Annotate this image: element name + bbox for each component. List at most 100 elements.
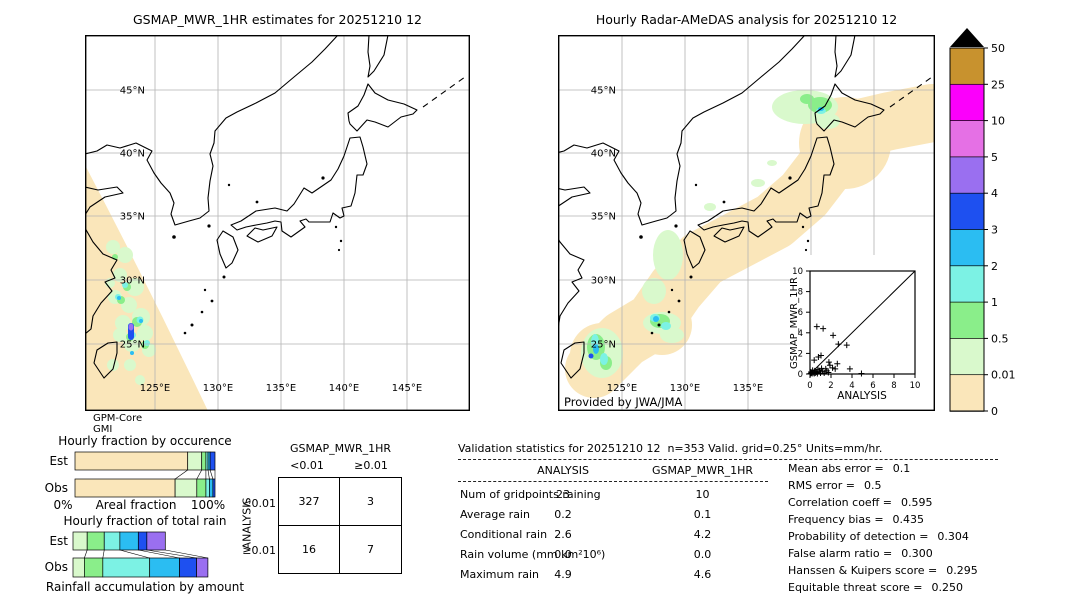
svg-text:40°N: 40°N <box>120 149 145 160</box>
svg-text:6: 6 <box>870 381 875 391</box>
svg-text:25°N: 25°N <box>120 340 145 351</box>
inset-axis-ticks: 00 2 2 4 4 6 6 8 8 10 10 <box>792 267 920 391</box>
svg-text:5: 5 <box>991 151 998 164</box>
svg-text:135°E: 135°E <box>266 383 296 394</box>
contingency-row-label-ge: ≥0.01 <box>242 544 276 557</box>
satellite-swath <box>85 165 208 411</box>
svg-text:45°N: 45°N <box>591 86 616 97</box>
svg-text:6: 6 <box>798 308 803 318</box>
svg-text:2: 2 <box>991 260 998 273</box>
svg-text:3: 3 <box>991 224 998 237</box>
cell-miss: 16 <box>279 525 340 573</box>
one-to-one-line <box>809 270 916 375</box>
svg-text:130°E: 130°E <box>670 383 700 394</box>
metric-hanssen-kuipers: Hanssen & Kuipers score = 0.295 <box>788 564 978 577</box>
svg-text:135°E: 135°E <box>733 383 763 394</box>
rain-rate-colorbar: 50 25 10 5 4 3 2 1 0.5 0.01 0 <box>949 28 1016 418</box>
svg-text:45°N: 45°N <box>120 86 145 97</box>
map-border <box>85 35 470 411</box>
right-map-radar-amedas: 45°N 40°N 35°N 30°N 25°N 125°E 130°E 135… <box>558 35 935 411</box>
right-map-title: Hourly Radar-AMeDAS analysis for 2025121… <box>595 12 898 27</box>
contingency-col-group: GSMAP_MWR_1HR <box>289 442 392 455</box>
svg-text:0: 0 <box>798 370 803 380</box>
contingency-grid: 327 3 16 7 <box>278 477 402 574</box>
metric-correlation: Correlation coeff = 0.595 <box>788 496 933 509</box>
satellite-source-label: GPM-Core GMI <box>93 413 143 435</box>
axis-areal-fraction: Areal fraction <box>95 498 177 512</box>
axis-0pct: 0% <box>53 498 73 512</box>
left-map-gsmap-estimates: 45°N 40°N 35°N 30°N 25°N 125°E 130°E 135… <box>85 35 470 411</box>
svg-text:10: 10 <box>991 115 1005 128</box>
svg-text:4: 4 <box>798 329 803 339</box>
totalrain-xlabel: Rainfall accumulation by amount <box>45 580 245 594</box>
contingency-col-label-ge: ≥0.01 <box>354 459 388 472</box>
totalrain-bars: Est Obs <box>45 531 209 578</box>
lon-labels: 125°E 130°E 135°E <box>607 383 763 394</box>
inset-xlabel: ANALYSIS <box>837 390 887 402</box>
svg-text:125°E: 125°E <box>140 383 170 394</box>
stats-header: Validation statistics for 20251210 12 n=… <box>458 442 883 455</box>
divider <box>458 459 998 460</box>
lon-labels: 125°E 130°E 135°E 140°E 145°E <box>140 383 422 394</box>
svg-text:8: 8 <box>798 288 803 298</box>
occurrence-bars: Est Obs <box>45 451 216 498</box>
svg-text:130°E: 130°E <box>203 383 233 394</box>
totalrain-title: Hourly fraction of total rain <box>63 514 227 528</box>
svg-text:35°N: 35°N <box>591 212 616 223</box>
left-map-title: GSMAP_MWR_1HR estimates for 20251210 12 <box>133 12 422 27</box>
col-header-analysis: ANALYSIS <box>537 464 589 477</box>
col-header-gsmap: GSMAP_MWR_1HR <box>651 464 754 477</box>
metric-far: False alarm ratio = 0.300 <box>788 547 933 560</box>
lat-labels: 45°N 40°N 35°N 30°N 25°N <box>120 86 145 351</box>
svg-text:2: 2 <box>828 381 833 391</box>
validation-statistics: Validation statistics for 20251210 12 n=… <box>458 442 1020 602</box>
svg-text:140°E: 140°E <box>329 383 359 394</box>
svg-text:40°N: 40°N <box>591 149 616 160</box>
svg-text:50: 50 <box>991 42 1005 55</box>
cell-hits: 7 <box>367 542 374 556</box>
contingency-row-label-lt: <0.01 <box>242 497 276 510</box>
svg-text:4: 4 <box>849 381 854 391</box>
inset-ylabel: GSMAP_MWR_1HR <box>789 277 800 369</box>
credit-label: Provided by JWA/JMA <box>564 395 683 409</box>
coastline <box>85 35 466 379</box>
svg-text:8: 8 <box>891 381 896 391</box>
svg-text:10: 10 <box>910 381 921 391</box>
svg-text:0: 0 <box>807 381 812 391</box>
cell-false-alarm: 3 <box>340 478 401 526</box>
svg-text:4: 4 <box>991 187 998 200</box>
svg-text:145°E: 145°E <box>392 383 422 394</box>
svg-text:0: 0 <box>991 405 998 418</box>
svg-text:10: 10 <box>792 267 803 277</box>
cell-hits-none: 327 <box>279 478 340 526</box>
est-label: Est <box>49 454 68 468</box>
obs-label: Obs <box>45 560 68 574</box>
occurrence-chart: Hourly fraction by occurence Est Obs 0% … <box>30 434 260 514</box>
svg-text:30°N: 30°N <box>591 276 616 287</box>
obs-label: Obs <box>45 481 68 495</box>
metric-rms-error: RMS error = 0.5 <box>788 479 882 492</box>
axis-100pct: 100% <box>190 498 226 512</box>
svg-text:125°E: 125°E <box>607 383 637 394</box>
inset-scatter: 00 2 2 4 4 6 6 8 8 10 10 ANALYSIS GSMAP_MWR_1HR <box>789 255 935 411</box>
occurrence-title: Hourly fraction by occurence <box>58 434 232 448</box>
svg-text:0.5: 0.5 <box>991 332 1009 345</box>
divider <box>458 481 768 482</box>
est-label: Est <box>49 534 68 548</box>
precip-blobs-left <box>105 240 156 385</box>
svg-text:2: 2 <box>798 349 803 359</box>
contingency-table: GSMAP_MWR_1HR <0.01 ≥0.01 ANALYSIS <0.01… <box>238 440 413 585</box>
svg-text:25: 25 <box>991 78 1005 91</box>
map-border <box>558 35 935 411</box>
precip-blobs-right <box>581 90 840 378</box>
svg-text:1: 1 <box>991 296 998 309</box>
contingency-col-label-lt: <0.01 <box>290 459 324 472</box>
svg-text:30°N: 30°N <box>120 276 145 287</box>
svg-text:25°N: 25°N <box>591 340 616 351</box>
lat-labels: 45°N 40°N 35°N 30°N 25°N <box>591 86 616 351</box>
metric-equitable-threat: Equitable threat score = 0.250 <box>788 581 963 594</box>
metric-frequency-bias: Frequency bias = 0.435 <box>788 513 925 526</box>
metric-pod: Probability of detection = 0.304 <box>788 530 969 543</box>
svg-text:35°N: 35°N <box>120 212 145 223</box>
